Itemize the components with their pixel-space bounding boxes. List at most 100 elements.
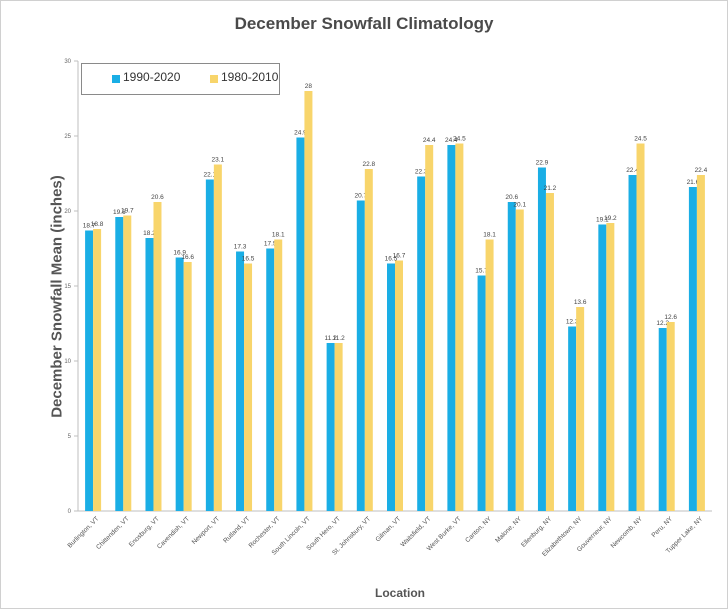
bar-value-label: 24.5 [634,136,647,143]
x-tick-label: Gilman, VT [374,515,402,543]
bar-2 [364,169,373,511]
bar-1 [115,217,124,511]
y-tick-label: 25 [64,134,71,140]
bar-2 [395,260,403,511]
bar-1 [236,251,245,511]
bar-1 [145,238,154,511]
bar-2 [93,229,102,511]
bar-1 [658,328,667,511]
legend-label-series-2: 1980-2010 [221,70,279,84]
x-tick-label: Newcomb, NY [610,515,645,550]
chart-title: December Snowfall Climatology [234,14,494,33]
bar-1 [296,137,305,511]
bar-1 [537,167,546,511]
bar-1 [205,179,214,511]
bar-2 [545,193,554,511]
bar-1 [356,200,365,511]
bar-value-label: 21.6 [687,179,700,186]
bar-1 [175,257,184,511]
bar-2 [425,145,434,511]
x-tick-label: Canton, NY [464,515,493,544]
bar-value-label: 18.7 [83,223,96,230]
bar-value-label: 20.7 [354,193,367,200]
x-tick-label: Enosburg, VT [128,515,161,548]
bar-1 [688,187,697,511]
x-tick-label: Waitsfield, VT [399,515,432,548]
bar-1 [417,176,426,511]
x-tick-label: Malone, NY [494,515,523,544]
bar-value-label: 18.1 [483,232,496,239]
bar-1 [507,202,516,511]
bar-value-label: 24.4 [423,137,436,144]
bar-2 [304,91,313,511]
bar-2 [515,209,524,511]
x-tick-label: Cavendish, VT [156,515,191,550]
bar-1 [568,326,577,511]
bar-1 [447,145,456,511]
bar-value-label: 22.8 [362,161,375,168]
bar-1 [628,175,637,511]
bar-2 [455,143,464,511]
x-tick-label: Newport, VT [191,515,222,546]
bar-value-label: 22.4 [695,167,708,174]
bar-value-label: 18.2 [143,230,156,237]
bar-value-label: 17.5 [264,241,277,248]
y-tick-label: 15 [64,284,71,290]
bar-value-label: 11.2 [333,335,346,342]
bar-2 [123,215,132,511]
bar-2 [576,307,585,511]
bar-value-label: 19.2 [604,215,617,222]
bar-value-label: 23.1 [212,157,225,164]
bar-2 [636,143,645,511]
bar-2 [696,175,705,511]
y-tick-label: 5 [68,434,72,440]
bar-value-label: 22.3 [415,169,428,176]
x-tick-label: Chittenden, VT [95,515,131,551]
legend-swatch-series-2 [210,75,218,83]
bar-2 [274,239,283,511]
bar-2 [606,223,615,511]
bar-value-label: 21.2 [544,185,557,192]
bar-1 [266,248,275,511]
bar-value-label: 24.9 [294,130,307,137]
x-tick-label: Ellenburg, NY [520,515,554,549]
bar-value-label: 20.1 [513,202,526,209]
legend: 1990-2020 1980-2010 [81,63,280,95]
bar-2 [183,262,192,511]
bar-value-label: 22.9 [536,160,549,167]
bar-value-label: 28 [305,83,313,90]
bar-1 [387,263,395,511]
bar-value-label: 16.5 [385,256,398,263]
legend-swatch-series-1 [112,75,120,83]
bar-2 [213,164,222,511]
bar-value-label: 18.1 [272,232,285,239]
bar-value-label: 20.6 [505,194,518,201]
bar-value-label: 19.6 [113,209,126,216]
bar-value-label: 19.1 [596,217,609,224]
y-tick-label: 30 [64,59,71,65]
bar-value-label: 11.2 [325,335,338,342]
bar-value-label: 12.6 [664,314,677,321]
x-tick-label: Rutland, VT [222,515,251,544]
bar-value-label: 18.8 [91,221,104,228]
x-tick-label: Peru, NY [651,515,675,539]
bar-value-label: 12.3 [566,319,579,326]
x-axis-label: Location [375,586,425,600]
y-tick-label: 10 [64,359,71,365]
bar-value-label: 15.7 [475,268,488,275]
bar-value-label: 24.5 [453,136,466,143]
legend-label-series-1: 1990-2020 [123,70,181,84]
bar-1 [326,343,335,511]
bar-2 [666,322,675,511]
bar-2 [153,202,162,511]
bar-value-label: 16.6 [181,254,194,261]
bar-value-label: 22.4 [626,167,639,174]
bar-2 [334,343,343,511]
bar-2 [485,239,494,511]
y-tick-label: 0 [68,509,72,515]
bar-2 [244,263,253,511]
bar-value-label: 24.4 [445,137,458,144]
bar-value-label: 12.2 [656,320,669,327]
bar-1 [477,275,486,511]
